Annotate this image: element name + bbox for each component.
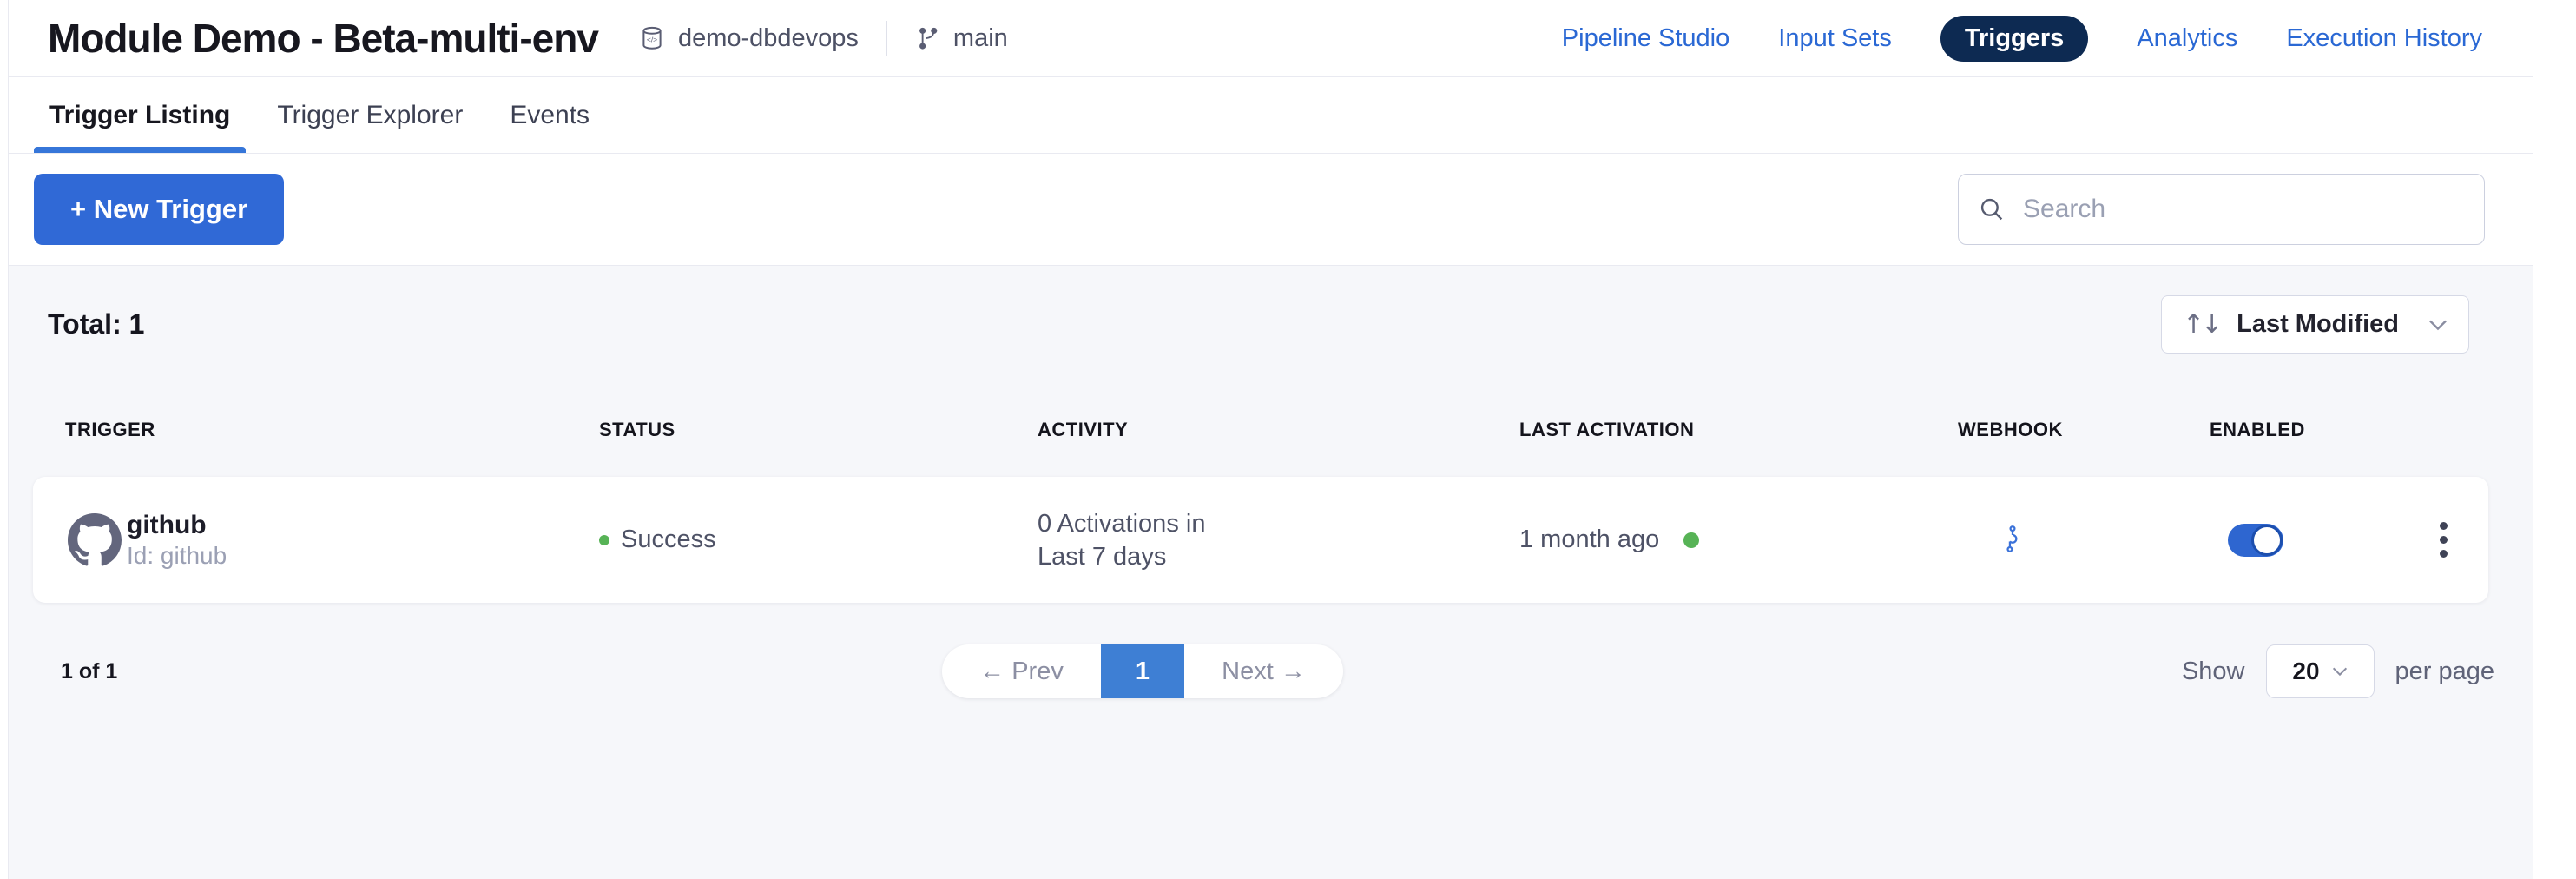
tab-trigger-explorer[interactable]: Trigger Explorer [261,77,478,153]
column-header-status: STATUS [599,419,675,440]
webhook-icon[interactable] [1997,525,2028,556]
trigger-avatar [68,477,122,603]
next-page-button[interactable]: Next → [1222,657,1306,685]
page-size-select[interactable]: 20 [2265,644,2375,698]
search-icon [1977,195,2006,224]
status-cell: Success [599,477,716,603]
search-input[interactable] [1958,174,2485,245]
per-page-label: per page [2395,657,2495,685]
show-label: Show [2181,657,2245,685]
sort-dropdown[interactable]: ↑↓ Last Modified [2160,295,2469,354]
pager: ← Prev 1 Next → [942,644,1343,698]
tab-trigger-listing[interactable]: Trigger Listing [34,77,247,153]
trigger-id: Id: github [127,541,227,569]
tab-events-label: Events [510,100,590,129]
repository-icon: </> [638,24,666,52]
status-text: Success [621,525,716,553]
tab-trigger-listing-label: Trigger Listing [49,100,231,129]
nav-execution-history[interactable]: Execution History [2286,23,2482,52]
page-header: Module Demo - Beta-multi-env </> demo-db… [9,0,2533,77]
toggle-knob [2251,524,2283,556]
enabled-toggle[interactable] [2228,523,2283,557]
search-box [1958,174,2485,245]
branch-name: main [952,23,1008,52]
trigger-toolbar: + New Trigger [9,154,2533,266]
repo-chip: </> demo-dbdevops [638,24,859,53]
table-header-row: TRIGGER STATUS ACTIVITY LAST ACTIVATION … [9,419,2533,446]
last-activation-text: 1 month ago [1519,525,1660,553]
table-row[interactable]: github Id: github Success 0 Activations … [33,477,2488,603]
git-branch-icon [915,25,941,51]
sort-dropdown-value: Last Modified [2237,310,2399,338]
trigger-name: github [127,510,207,539]
column-header-trigger: TRIGGER [65,419,155,440]
prev-page-button[interactable]: ← Prev [979,657,1064,685]
tab-events[interactable]: Events [494,77,605,153]
repo-name: demo-dbdevops [677,23,859,52]
pagination-row: 1 of 1 ← Prev 1 Next → Show 20 per page [9,644,2533,698]
new-trigger-button[interactable]: + New Trigger [34,174,285,245]
module-nav: Pipeline Studio Input Sets Triggers Anal… [1561,15,2482,62]
column-header-enabled: ENABLED [2210,419,2305,440]
current-page-button[interactable]: 1 [1101,644,1184,698]
nav-analytics[interactable]: Analytics [2137,23,2238,52]
trigger-name-cell: github Id: github [127,477,227,603]
left-edge-divider [8,0,9,879]
row-menu-button[interactable] [2431,477,2456,603]
tab-trigger-explorer-label: Trigger Explorer [277,100,464,129]
header-divider [886,21,887,56]
content-area: Module Demo - Beta-multi-env </> demo-db… [9,0,2533,879]
chevron-down-icon [2429,320,2447,330]
activity-cell: 0 Activations in Last 7 days [1038,477,1205,603]
svg-text:</>: </> [647,36,657,44]
status-success-dot [599,534,609,545]
active-tab-underline [34,147,247,153]
sort-arrows-icon: ↑↓ [2182,309,2223,340]
activity-line-1: 0 Activations in [1038,509,1206,538]
github-icon [68,512,122,565]
page-size-value: 20 [2292,658,2320,684]
nav-pipeline-studio[interactable]: Pipeline Studio [1561,23,1730,52]
nav-input-sets[interactable]: Input Sets [1778,23,1892,52]
column-header-activity: ACTIVITY [1038,419,1129,440]
totals-row: Total: 1 ↑↓ Last Modified [48,295,2469,354]
page-title: Module Demo - Beta-multi-env [48,16,599,61]
trigger-list-body: Total: 1 ↑↓ Last Modified TRIGGER STATUS… [9,266,2533,879]
trigger-tabbar: Trigger Listing Trigger Explorer Events [9,77,2533,154]
column-header-last-activation: LAST ACTIVATION [1519,419,1695,440]
total-count: Total: 1 [48,308,145,340]
column-header-webhook: WEBHOOK [1958,419,2063,440]
last-activation-status-dot [1683,532,1700,548]
chevron-down-icon [2332,667,2347,677]
page-size-control: Show 20 per page [2182,644,2494,698]
last-activation-cell: 1 month ago [1519,477,1700,603]
branch-chip: main [915,24,1008,53]
page-range-label: 1 of 1 [61,658,118,684]
activity-line-2: Last 7 days [1038,542,1167,571]
webhook-cell [1997,477,2028,603]
enabled-cell [2228,477,2283,603]
kebab-menu-icon [2440,522,2448,530]
nav-triggers[interactable]: Triggers [1940,15,2089,62]
